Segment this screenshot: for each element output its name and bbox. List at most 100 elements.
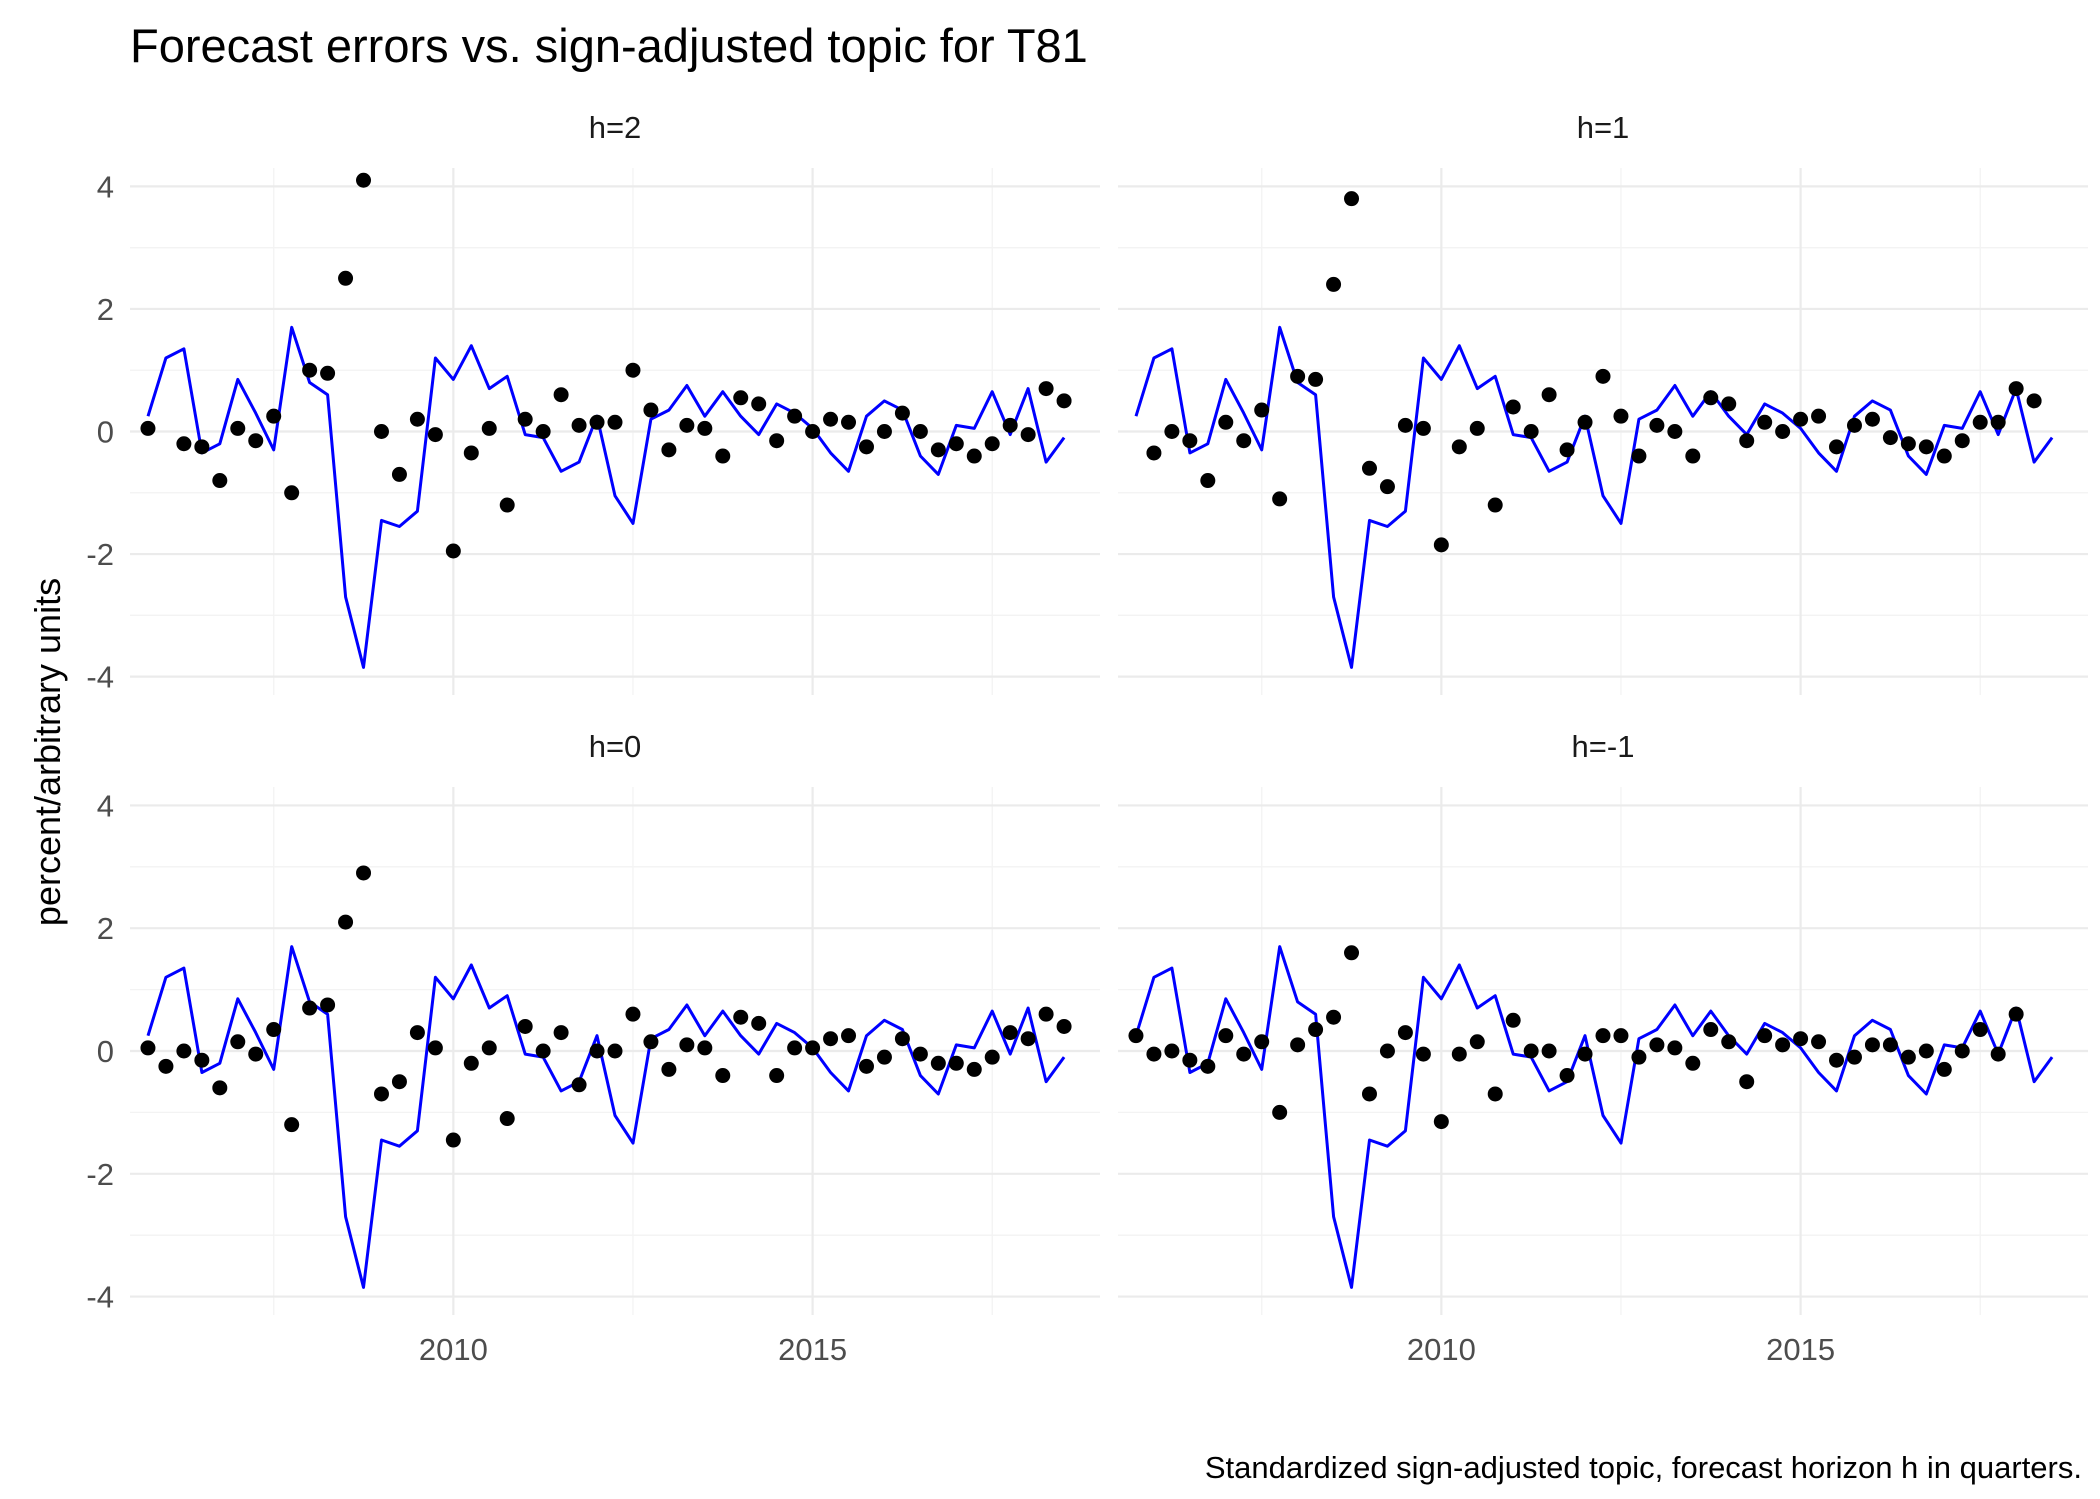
forecast-error-point	[1379, 1043, 1395, 1059]
forecast-error-point	[1721, 396, 1737, 412]
forecast-error-point	[140, 1040, 156, 1056]
forecast-error-point	[1523, 424, 1539, 439]
forecast-error-point	[1505, 1012, 1521, 1028]
forecast-error-point	[230, 1034, 246, 1050]
forecast-error-point	[1397, 1025, 1413, 1041]
forecast-error-point	[823, 411, 839, 427]
forecast-error-point	[1433, 1114, 1449, 1130]
forecast-error-point	[1487, 1086, 1503, 1102]
forecast-error-point	[338, 914, 354, 930]
forecast-error-point	[1631, 448, 1647, 464]
x-tick-label: 2015	[1766, 1332, 1835, 1367]
forecast-error-point	[1290, 368, 1306, 384]
y-tick-label: 0	[97, 415, 114, 450]
forecast-error-point	[1128, 1028, 1144, 1044]
forecast-error-point	[1218, 1028, 1234, 1044]
forecast-error-point	[481, 420, 497, 436]
forecast-error-point	[1182, 433, 1198, 449]
forecast-error-point	[1882, 1037, 1898, 1053]
forecast-error-point	[912, 1046, 928, 1062]
forecast-error-point	[212, 473, 228, 489]
forecast-error-point	[787, 408, 803, 424]
forecast-error-point	[984, 1049, 1000, 1065]
forecast-error-point	[1020, 1031, 1036, 1047]
forecast-error-point	[1739, 1074, 1755, 1090]
forecast-error-point	[1308, 371, 1324, 387]
y-tick-label: -4	[86, 1280, 114, 1315]
forecast-error-point	[2026, 393, 2042, 409]
forecast-error-point	[679, 417, 695, 433]
forecast-error-point	[966, 448, 982, 464]
topic-series-line	[146, 945, 1066, 1289]
forecast-error-point	[1541, 1043, 1557, 1059]
forecast-error-point	[1397, 417, 1413, 433]
forecast-error-point	[1685, 1055, 1701, 1071]
forecast-error-point	[1811, 1034, 1827, 1050]
forecast-error-point	[1613, 408, 1629, 424]
forecast-error-point	[1415, 1046, 1431, 1062]
forecast-error-point	[1469, 1034, 1485, 1050]
forecast-error-point	[1469, 420, 1485, 436]
forecast-error-point	[733, 390, 749, 406]
forecast-error-point	[625, 1006, 641, 1022]
forecast-error-point	[589, 414, 605, 430]
forecast-error-point	[1164, 1043, 1180, 1059]
y-tick-label: -2	[86, 537, 114, 572]
forecast-error-point	[1595, 368, 1611, 384]
forecast-error-point	[499, 1111, 515, 1127]
panel-h-1: h=1	[1118, 110, 2088, 695]
forecast-error-point	[445, 1132, 461, 1148]
y-tick-label: 2	[97, 911, 114, 946]
forecast-error-point	[733, 1009, 749, 1025]
forecast-error-point	[1020, 427, 1036, 443]
forecast-error-point	[1577, 1046, 1593, 1062]
forecast-error-point	[1685, 448, 1701, 464]
forecast-error-point	[805, 1040, 821, 1056]
forecast-error-point	[1739, 433, 1755, 449]
forecast-error-point	[1864, 411, 1880, 427]
forecast-error-point	[894, 1031, 910, 1047]
forecast-error-point	[1613, 1028, 1629, 1044]
forecast-error-point	[1146, 1046, 1162, 1062]
forecast-error-point	[1703, 1022, 1719, 1038]
forecast-error-point	[1900, 436, 1916, 452]
forecast-error-point	[427, 427, 443, 443]
forecast-error-point	[409, 1025, 425, 1041]
forecast-error-point	[1936, 1061, 1952, 1077]
forecast-error-point	[248, 1046, 264, 1062]
y-axis-title: percent/arbitrary units	[27, 578, 68, 926]
forecast-error-point	[1002, 1025, 1018, 1041]
facet-strip-label: h=0	[589, 729, 642, 764]
panel-h--1: h=-1 2010 2015	[1118, 729, 2088, 1367]
forecast-error-point	[194, 439, 210, 455]
chart-caption: Standardized sign-adjusted topic, foreca…	[1205, 1450, 2082, 1485]
forecast-error-point	[320, 997, 336, 1013]
forecast-error-point	[769, 433, 785, 449]
forecast-error-point	[876, 424, 892, 439]
forecast-error-point	[1703, 390, 1719, 406]
forecast-error-point	[1577, 414, 1593, 430]
forecast-error-point	[1344, 191, 1360, 207]
forecast-error-point	[1649, 417, 1665, 433]
forecast-error-point	[140, 420, 156, 436]
forecast-error-point	[2008, 1006, 2024, 1022]
forecast-error-point	[212, 1080, 228, 1096]
forecast-error-point	[1182, 1052, 1198, 1068]
forecast-error-point	[302, 362, 318, 378]
panel-h-0: h=0 -4 -2 0 2 4 2010 2015	[86, 729, 1100, 1367]
forecast-error-point	[1918, 1043, 1934, 1059]
forecast-error-point	[194, 1052, 210, 1068]
forecast-error-point	[1038, 381, 1054, 397]
forecast-error-point	[751, 396, 767, 412]
panel-h-2: h=2 -4 -2 0 2 4	[86, 110, 1100, 695]
forecast-error-point	[679, 1037, 695, 1053]
forecast-error-point	[1954, 1043, 1970, 1059]
forecast-error-point	[1954, 433, 1970, 449]
forecast-error-point	[463, 445, 479, 461]
forecast-error-point	[373, 1086, 389, 1102]
forecast-error-point	[427, 1040, 443, 1056]
facet-strip-label: h=1	[1577, 110, 1630, 145]
forecast-error-point	[1775, 1037, 1791, 1053]
forecast-error-point	[1972, 1022, 1988, 1038]
forecast-error-point	[1990, 1046, 2006, 1062]
